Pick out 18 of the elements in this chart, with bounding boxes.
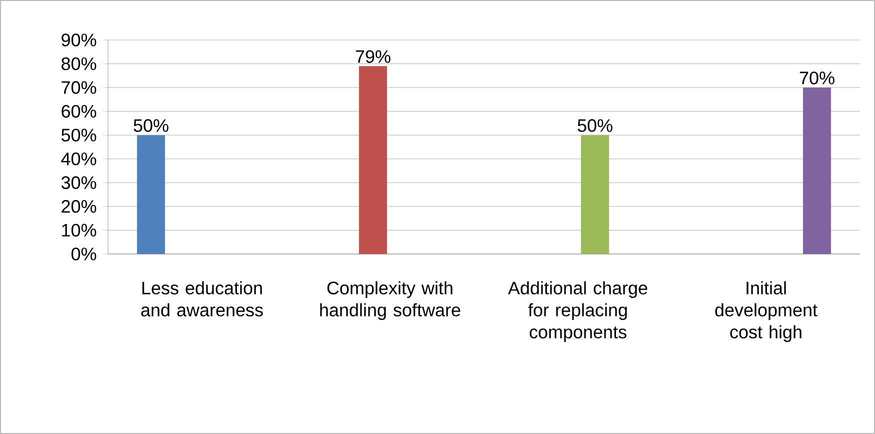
y-tick-label: 10% bbox=[62, 224, 96, 237]
x-tick-label: Initial development cost high bbox=[715, 281, 818, 342]
data-label: 70% bbox=[800, 72, 834, 84]
y-tick-label: 70% bbox=[62, 81, 96, 94]
data-label: 50% bbox=[578, 119, 612, 132]
x-tick-label: Less education and awareness bbox=[141, 281, 263, 316]
y-tick-label: 30% bbox=[61, 176, 96, 190]
y-tick-label: 40% bbox=[61, 152, 96, 166]
y-tick-label: 90% bbox=[62, 34, 96, 46]
x-tick-label: Additional charge for replacing components bbox=[508, 281, 648, 342]
y-tick-label: 50% bbox=[61, 128, 96, 142]
y-tick-label: 80% bbox=[62, 57, 96, 70]
x-tick-label: Complexity with handling software bbox=[320, 281, 460, 320]
y-tick-label: 20% bbox=[62, 200, 96, 213]
y-tick-label: 60% bbox=[62, 104, 96, 118]
data-label: 79% bbox=[356, 50, 390, 63]
y-tick-label: 0% bbox=[71, 248, 96, 260]
data-label: 50% bbox=[134, 119, 168, 132]
